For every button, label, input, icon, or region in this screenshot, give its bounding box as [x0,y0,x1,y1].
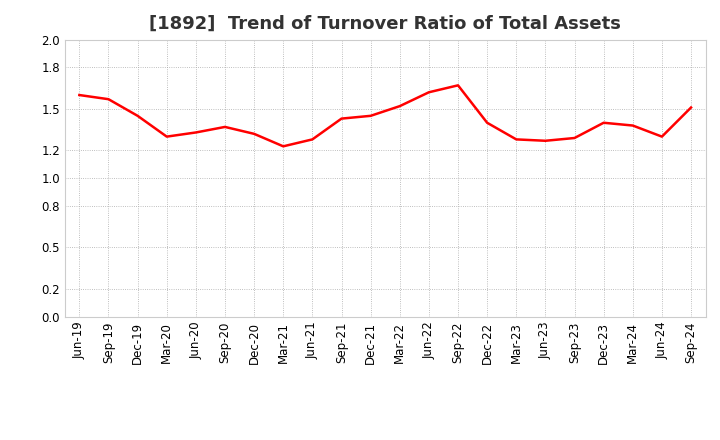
Title: [1892]  Trend of Turnover Ratio of Total Assets: [1892] Trend of Turnover Ratio of Total … [149,15,621,33]
